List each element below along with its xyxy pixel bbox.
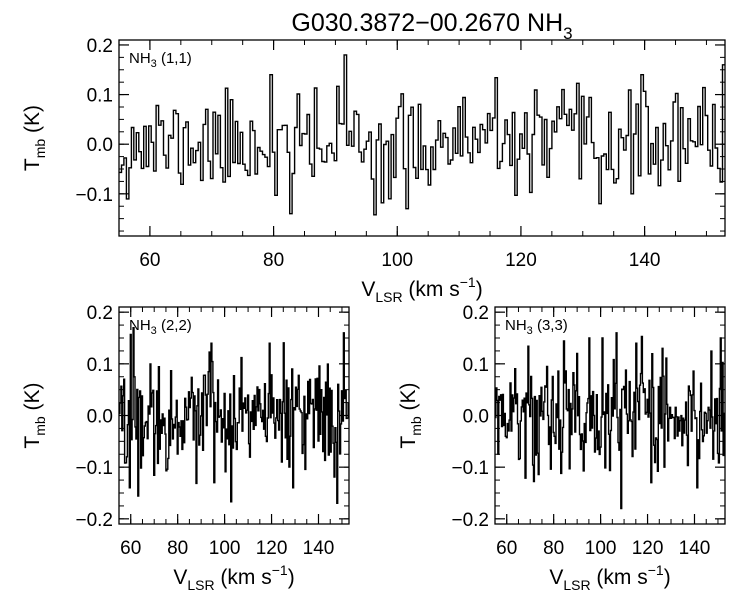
x-tick-label: 60	[496, 538, 517, 559]
x-axis-label: VLSR (km s−1)	[173, 562, 294, 593]
plot-frame	[118, 39, 726, 237]
y-tick-label: −0.1	[451, 458, 489, 479]
x-tick-label: 140	[303, 538, 335, 559]
x-tick-label: 80	[543, 538, 564, 559]
panel-nh3-22: 60 80 100 120 140 −0.2 −0.1 0.0 0.1 0.2 NH3 (2,2) V…	[21, 303, 350, 593]
y-tick-label: −0.2	[75, 510, 113, 531]
panel-label: NH3 (1,1)	[129, 50, 192, 70]
figure-title: G030.3872−00.2670 NH3	[291, 9, 572, 43]
y-axis-label: Tmb (K)	[21, 105, 48, 171]
x-tick-label: 100	[381, 250, 413, 271]
y-tick-label: 0.1	[87, 355, 113, 376]
panel-label: NH3 (3,3)	[505, 317, 568, 337]
x-tick-label: 60	[120, 538, 141, 559]
panel-nh3-33: 60 80 100 120 140 −0.2 −0.1 0.0 0.1 0.2 NH3 (3,3) V…	[397, 303, 726, 593]
y-axis-label: Tmb (K)	[397, 382, 424, 448]
y-axis-label: Tmb (K)	[21, 382, 48, 448]
x-tick-label: 140	[629, 250, 661, 271]
x-tick-label: 60	[139, 250, 160, 271]
x-tick-label: 120	[505, 250, 537, 271]
spectrum-line	[119, 327, 349, 504]
y-tick-label: 0.1	[463, 355, 489, 376]
spectrum-line	[495, 332, 725, 510]
y-tick-label: 0.1	[87, 86, 113, 107]
y-tick-label: 0.2	[87, 303, 113, 324]
panel-nh3-11: 60 80 100 120 140 −0.1 0.0 0.1 0.2 NH3 (1,1) VLSR …	[21, 36, 726, 305]
spectrum-panels: 60 80 100 120 140 −0.1 0.0 0.1 0.2 NH3 (1,1) VLSR …	[21, 36, 726, 593]
x-axis-label: VLSR (km s−1)	[549, 562, 670, 593]
x-axis-label: VLSR (km s−1)	[361, 274, 482, 305]
x-tick-label: 80	[263, 250, 284, 271]
spectrum-line	[119, 54, 725, 216]
x-tick-label: 100	[209, 538, 241, 559]
x-tick-label: 140	[679, 538, 711, 559]
y-tick-label: −0.1	[75, 458, 113, 479]
y-tick-label: −0.2	[451, 510, 489, 531]
x-tick-label: 120	[632, 538, 664, 559]
y-tick-label: −0.1	[75, 185, 113, 206]
y-tick-label: 0.0	[87, 407, 113, 428]
y-tick-label: 0.0	[87, 135, 113, 156]
y-tick-label: 0.2	[87, 36, 113, 57]
x-tick-label: 100	[585, 538, 617, 559]
panel-label: NH3 (2,2)	[129, 317, 192, 337]
y-tick-label: 0.0	[463, 407, 489, 428]
x-tick-label: 120	[256, 538, 288, 559]
x-tick-label: 80	[167, 538, 188, 559]
y-tick-label: 0.2	[463, 303, 489, 324]
